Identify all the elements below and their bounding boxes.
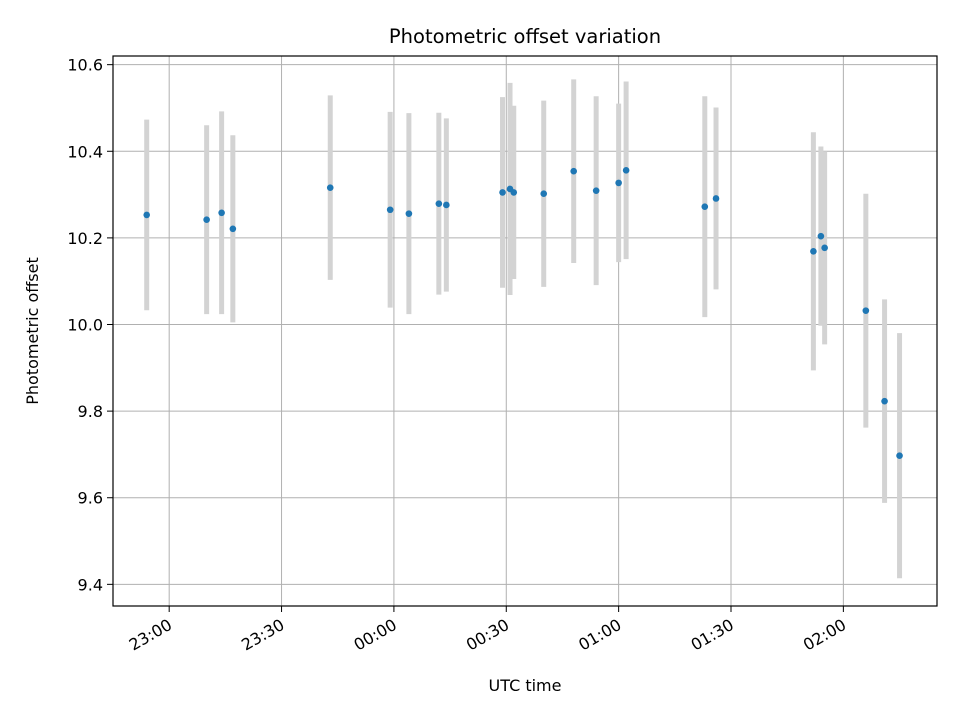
- data-point: [817, 232, 825, 240]
- x-axis-label: UTC time: [489, 676, 562, 695]
- data-point: [218, 209, 225, 217]
- data-point: [896, 452, 903, 460]
- data-point: [701, 203, 709, 211]
- data-point: [499, 189, 506, 196]
- data-point: [143, 211, 151, 219]
- y-tick-label: 10.2: [67, 229, 103, 248]
- y-tick-label: 9.6: [78, 489, 103, 508]
- plot-frame: [112, 55, 938, 607]
- data-point: [712, 195, 720, 202]
- y-tick-label: 10.4: [67, 142, 103, 161]
- y-tick-label: 10.0: [67, 316, 103, 335]
- data-point: [203, 216, 210, 224]
- data-point: [592, 187, 600, 194]
- data-point: [443, 201, 450, 209]
- data-point: [810, 248, 817, 255]
- y-axis-label: Photometric offset: [23, 257, 42, 405]
- data-point: [570, 167, 577, 175]
- y-tick-label: 10.6: [67, 56, 103, 75]
- data-point: [622, 167, 630, 174]
- data-point: [405, 210, 413, 217]
- y-axis: 9.4 9.6 9.8 10.0 10.2 10.4 10.6: [67, 56, 113, 594]
- data-point: [862, 307, 870, 314]
- data-point: [540, 190, 548, 198]
- data-point: [821, 244, 828, 252]
- chart-title: Photometric offset variation: [389, 25, 661, 48]
- y-tick-label: 9.4: [78, 575, 103, 594]
- data-point: [881, 397, 888, 405]
- plot-area: [113, 56, 937, 606]
- data-point: [510, 189, 518, 196]
- data-points: [143, 167, 903, 460]
- data-point: [615, 179, 622, 187]
- data-point: [386, 206, 394, 214]
- data-point: [435, 200, 443, 207]
- y-tick-label: 9.8: [78, 402, 103, 421]
- data-point: [326, 184, 334, 191]
- data-point: [229, 225, 237, 233]
